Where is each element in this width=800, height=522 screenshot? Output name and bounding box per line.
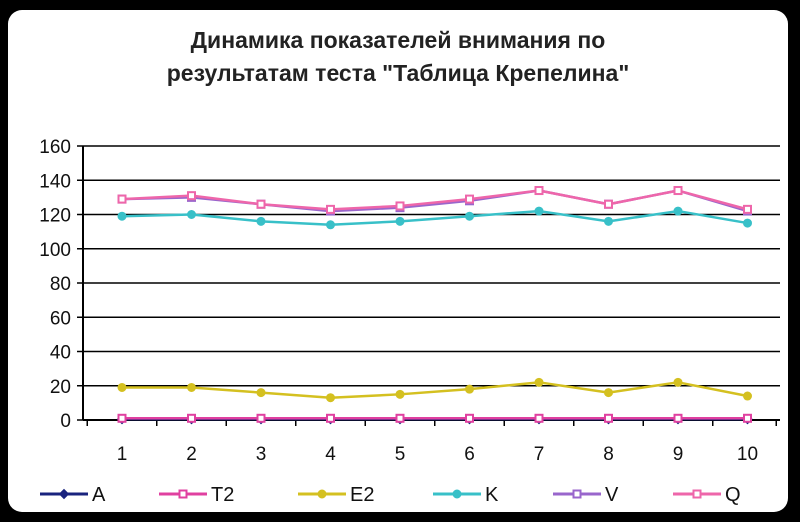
x-tick-label: 5 — [395, 444, 406, 465]
legend-marker — [178, 489, 188, 499]
legend-item-k: K — [433, 484, 499, 506]
x-tick-label: 8 — [603, 444, 614, 465]
data-point-e2 — [673, 377, 683, 387]
x-tick-label: 1 — [117, 444, 128, 465]
data-point-e2 — [187, 382, 196, 392]
data-point-t2 — [117, 413, 127, 423]
legend-marker — [572, 489, 582, 499]
data-point-q — [673, 186, 683, 196]
x-tick-label: 6 — [464, 444, 475, 465]
data-point-e2 — [604, 388, 613, 398]
legend-label: Q — [725, 484, 741, 506]
legend-item-t2: T2 — [159, 484, 234, 506]
data-point-e2 — [465, 384, 474, 394]
data-point-t2 — [604, 413, 613, 423]
chart-title-line-1: Динамика показателей внимания по — [191, 27, 606, 53]
axes: 0 20 40 60 80 100 120 140 160 1 2 3 4 5 6 7 8 9 10 — [39, 137, 780, 465]
y-tick-label: 0 — [60, 411, 71, 432]
data-point-e2 — [395, 389, 405, 399]
data-point-q — [743, 204, 752, 214]
y-tick-label: 80 — [50, 274, 71, 295]
legend-marker — [692, 489, 702, 499]
data-point-q — [465, 194, 474, 204]
data-point-e2 — [117, 382, 127, 392]
data-point-k — [256, 216, 266, 226]
legend-marker — [452, 489, 462, 499]
legend: A T2 E2 K V Q — [40, 484, 741, 506]
y-tick-label: 140 — [39, 171, 71, 192]
x-tick-label: 9 — [673, 444, 684, 465]
y-tick-label: 100 — [39, 240, 71, 261]
data-point-k — [395, 216, 405, 226]
y-tick-label: 160 — [39, 137, 71, 158]
data-point-e2 — [534, 377, 544, 387]
data-point-q — [534, 186, 544, 196]
data-point-e2 — [256, 388, 266, 398]
chart-title-line-2: результатам теста "Таблица Крепелина" — [167, 60, 629, 86]
data-point-q — [256, 199, 266, 209]
series-line-v — [121, 189, 748, 213]
legend-marker — [58, 488, 70, 500]
data-point-q — [187, 191, 196, 201]
x-tick-label: 7 — [534, 444, 545, 465]
data-point-k — [604, 216, 613, 226]
line-chart: Динамика показателей внимания по результ… — [39, 27, 780, 506]
data-point-t2 — [534, 413, 544, 423]
x-tick-label: 3 — [256, 444, 267, 465]
series-v — [117, 186, 752, 216]
data-point-t2 — [187, 413, 196, 423]
legend-item-q: Q — [673, 484, 741, 506]
data-point-e2 — [743, 391, 752, 401]
y-tick-label: 60 — [50, 308, 71, 329]
series-e2 — [117, 377, 752, 403]
data-point-q — [604, 199, 613, 209]
data-point-q — [395, 201, 405, 211]
legend-label: T2 — [211, 484, 234, 506]
data-point-k — [534, 206, 544, 216]
data-point-q — [326, 204, 335, 214]
series-lines — [116, 186, 753, 425]
x-tick-label: 2 — [186, 444, 197, 465]
chart-frame: Динамика показателей внимания по результ… — [8, 10, 788, 512]
data-point-k — [187, 210, 196, 219]
y-tick-label: 40 — [50, 343, 71, 364]
y-tick-label: 120 — [39, 206, 71, 227]
data-point-t2 — [673, 413, 683, 423]
legend-label: E2 — [350, 484, 374, 506]
x-tick-label: 4 — [325, 444, 336, 465]
data-point-e2 — [326, 393, 335, 403]
legend-item-e2: E2 — [298, 484, 374, 506]
data-point-k — [673, 206, 683, 216]
series-line-q — [121, 189, 748, 211]
x-tick-label: 10 — [737, 444, 758, 465]
legend-label: V — [605, 484, 619, 506]
data-point-t2 — [256, 413, 266, 423]
series-k — [117, 206, 752, 230]
data-point-k — [326, 220, 335, 230]
legend-marker — [317, 489, 327, 499]
gridlines — [83, 145, 780, 387]
data-point-k — [117, 211, 127, 221]
series-q — [117, 186, 752, 214]
data-point-k — [465, 211, 474, 221]
data-point-t2 — [326, 413, 335, 423]
series-line-k — [121, 209, 748, 227]
data-point-t2 — [465, 413, 474, 423]
data-point-t2 — [743, 413, 752, 423]
series-t2 — [117, 413, 752, 423]
y-tick-label: 20 — [50, 377, 71, 398]
data-point-t2 — [395, 413, 405, 423]
legend-item-v: V — [553, 484, 619, 506]
legend-label: A — [92, 484, 106, 506]
legend-label: K — [485, 484, 499, 506]
legend-item-a: A — [40, 484, 106, 506]
data-point-q — [117, 194, 127, 204]
data-point-k — [743, 218, 752, 228]
series-line-e2 — [122, 381, 748, 399]
